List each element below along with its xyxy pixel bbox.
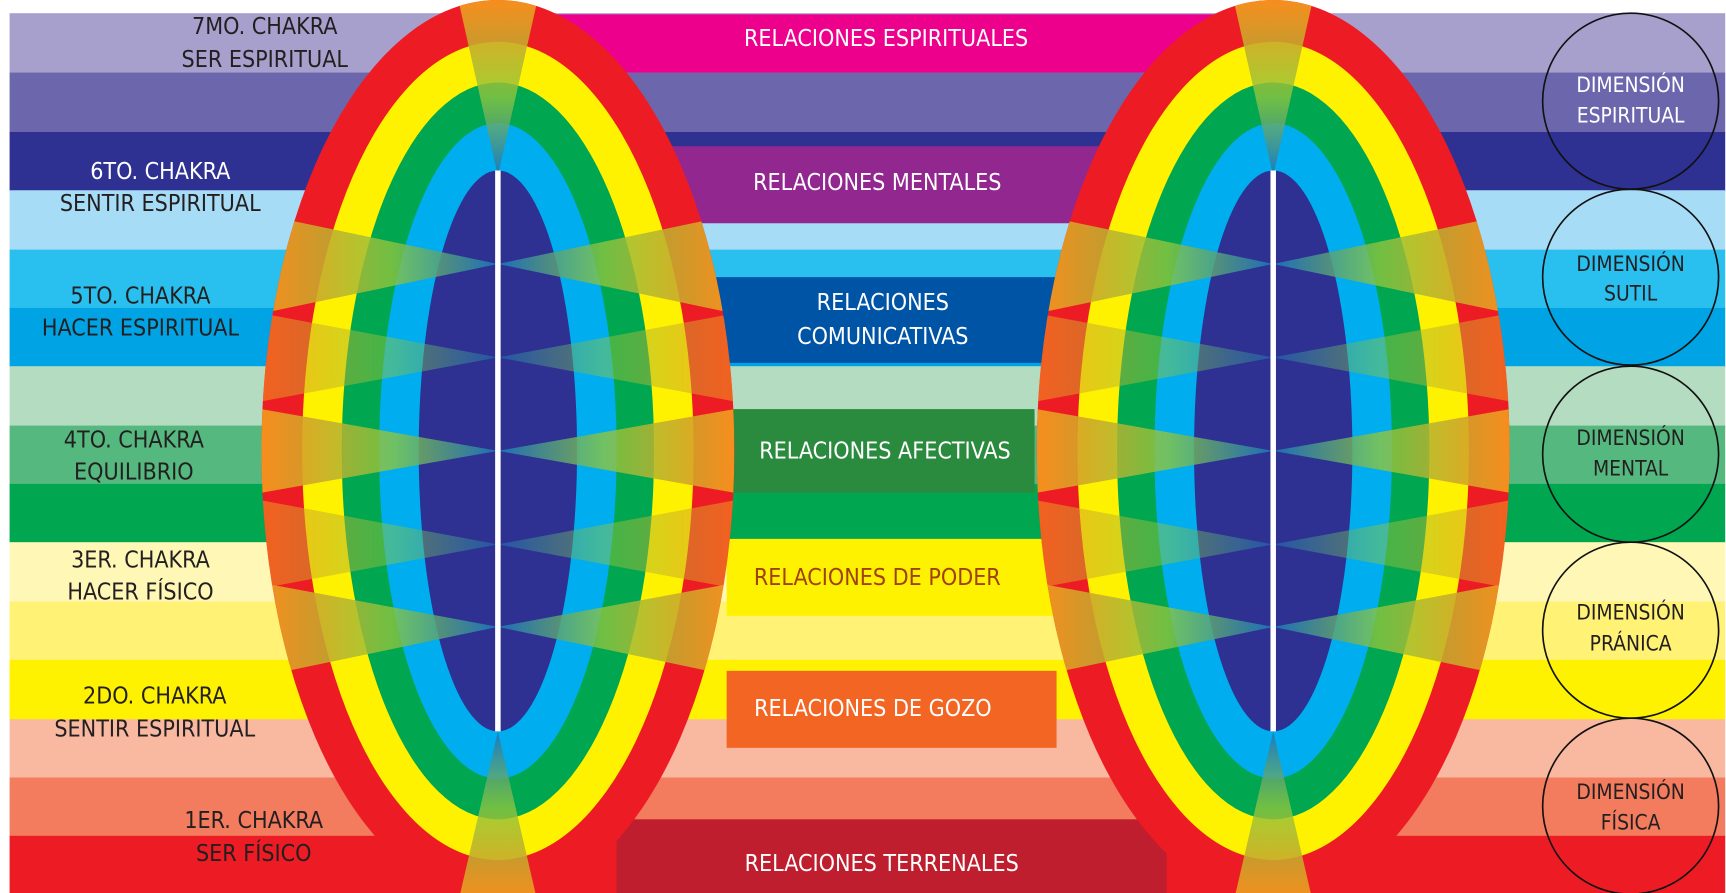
aura-left	[261, 0, 734, 893]
relation-label: RELACIONES AFECTIVAS	[759, 438, 1010, 464]
dimension-label: DIMENSIÓN	[1576, 600, 1684, 625]
chakra-title: 2DO. CHAKRA	[83, 684, 227, 710]
chakra-subtitle: SENTIR ESPIRITUAL	[60, 191, 261, 217]
relation-label: COMUNICATIVAS	[797, 324, 968, 350]
chakra-diagram: 7MO. CHAKRA SER ESPIRITUAL 6TO. CHAKRA S…	[0, 0, 1726, 893]
chakra-subtitle: SER ESPIRITUAL	[182, 47, 349, 73]
dimension-label: ESPIRITUAL	[1577, 104, 1685, 128]
relation-label: RELACIONES ESPIRITUALES	[744, 26, 1028, 52]
chakra-subtitle: EQUILIBRIO	[74, 459, 194, 485]
chakra-subtitle: SENTIR ESPIRITUAL	[54, 717, 255, 743]
chakra-subtitle: SER FÍSICO	[196, 839, 312, 867]
chakra-title: 6TO. CHAKRA	[90, 159, 231, 185]
chakra-title: 3ER. CHAKRA	[71, 547, 211, 573]
dimension-label: DIMENSIÓN	[1576, 251, 1684, 276]
dimension-label: DIMENSIÓN	[1576, 779, 1684, 804]
chakra-subtitle: HACER ESPIRITUAL	[42, 315, 240, 341]
relation-label: RELACIONES TERRENALES	[745, 851, 1019, 877]
dimension-label: PRÁNICA	[1590, 630, 1672, 655]
relation-label: RELACIONES DE PODER	[754, 565, 1001, 591]
dimension-label: MENTAL	[1593, 457, 1669, 481]
chakra-title: 4TO. CHAKRA	[64, 428, 205, 454]
relation-label: RELACIONES MENTALES	[753, 170, 1001, 196]
dimension-label: FÍSICA	[1601, 810, 1661, 835]
chakra-title: 7MO. CHAKRA	[192, 14, 338, 40]
chakra-title: 1ER. CHAKRA	[184, 808, 324, 834]
dimension-label: DIMENSIÓN	[1576, 72, 1684, 97]
dimension-label: SUTIL	[1604, 282, 1658, 306]
chakra-title: 5TO. CHAKRA	[70, 283, 211, 309]
relation-label: RELACIONES DE GOZO	[754, 696, 992, 722]
dimension-label: DIMENSIÓN	[1576, 425, 1684, 450]
chakra-subtitle: HACER FÍSICO	[67, 577, 213, 605]
aura-right	[1037, 0, 1510, 893]
relation-label: RELACIONES	[817, 290, 949, 316]
